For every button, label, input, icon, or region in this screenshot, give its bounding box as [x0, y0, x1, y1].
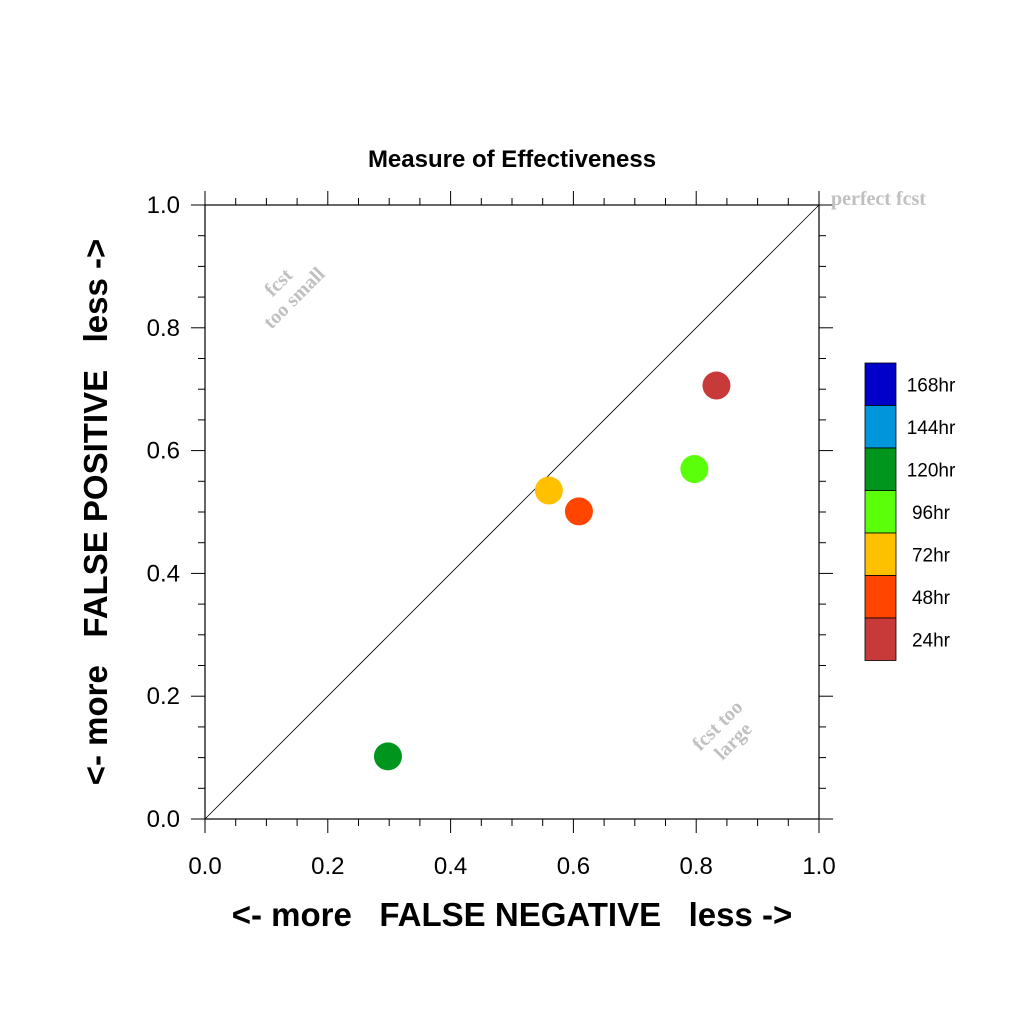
x-tick-label: 0.4 — [434, 853, 467, 880]
annotation-too-small-line: too small — [259, 263, 329, 333]
chart-title: Measure of Effectiveness — [368, 146, 656, 173]
x-tick-label: 0.8 — [680, 853, 713, 880]
perfect-fcst-label: perfect fcst — [831, 188, 926, 210]
legend-label-72hr: 72hr — [912, 545, 951, 566]
legend-swatch-120hr — [864, 447, 897, 491]
legend-label-120hr: 120hr — [907, 460, 956, 481]
legend-swatch-24hr — [864, 617, 897, 661]
perfect-forecast-line — [204, 204, 820, 820]
point-120hr — [373, 742, 402, 771]
y-tick-label: 0.0 — [147, 806, 180, 833]
y-tick-label: 0.2 — [147, 683, 180, 710]
legend-label-24hr: 24hr — [912, 630, 951, 651]
y-tick-label: 1.0 — [147, 192, 180, 219]
legend-label-96hr: 96hr — [912, 503, 951, 524]
y-tick-label: 0.4 — [147, 560, 180, 587]
legend-label-168hr: 168hr — [907, 375, 956, 396]
x-axis-label: <- more FALSE NEGATIVE less -> — [232, 896, 793, 933]
legend-swatch-48hr — [864, 575, 897, 619]
legend-swatch-96hr — [864, 490, 897, 534]
x-tick-label: 1.0 — [802, 853, 835, 880]
y-axis-label: <- more FALSE POSITIVE less -> — [77, 239, 114, 786]
point-72hr — [534, 476, 563, 505]
legend-swatch-168hr — [864, 362, 897, 406]
point-96hr — [680, 455, 709, 484]
legend-label-48hr: 48hr — [912, 588, 951, 609]
legend-swatch-144hr — [864, 405, 897, 449]
point-24hr — [702, 371, 731, 400]
y-tick-label: 0.8 — [147, 315, 180, 342]
legend-label-144hr: 144hr — [907, 418, 956, 439]
x-tick-label: 0.2 — [311, 853, 344, 880]
x-tick-label: 0.0 — [188, 853, 221, 880]
point-48hr — [564, 497, 593, 526]
y-tick-label: 0.6 — [147, 438, 180, 465]
legend-swatch-72hr — [864, 532, 897, 576]
x-tick-label: 0.6 — [557, 853, 590, 880]
